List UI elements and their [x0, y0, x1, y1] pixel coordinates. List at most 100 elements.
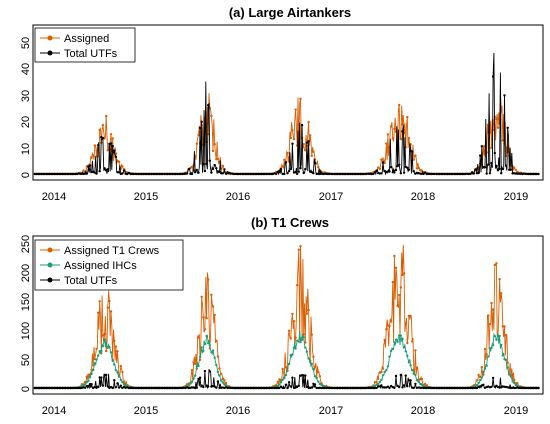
data-point	[75, 386, 79, 390]
data-point	[216, 157, 220, 161]
data-point	[286, 369, 289, 372]
data-point	[276, 380, 279, 383]
data-point	[92, 154, 95, 157]
data-point	[111, 386, 114, 390]
data-point	[513, 378, 516, 382]
pa-series-line-1	[34, 52, 540, 176]
data-point	[297, 248, 300, 251]
data-point	[509, 168, 513, 171]
data-point	[195, 386, 198, 389]
data-point	[305, 312, 309, 315]
data-point	[90, 372, 93, 376]
data-point	[116, 382, 119, 385]
panel-a-frame	[32, 24, 544, 181]
data-point	[223, 379, 226, 382]
data-point	[197, 336, 200, 339]
pb-series-markers-1	[33, 334, 540, 390]
data-point	[207, 278, 210, 281]
data-point	[109, 310, 113, 313]
data-point	[177, 172, 181, 176]
data-point	[109, 351, 113, 354]
data-point	[388, 386, 391, 390]
data-point	[433, 172, 436, 176]
data-point	[389, 320, 393, 323]
data-point	[490, 385, 493, 388]
data-point	[381, 161, 385, 164]
data-point	[111, 144, 114, 148]
data-point	[493, 334, 496, 338]
data-point	[283, 376, 286, 380]
data-point	[122, 169, 126, 172]
data-point	[213, 143, 216, 146]
data-point	[286, 151, 289, 155]
data-point	[211, 149, 215, 153]
data-point	[87, 384, 90, 388]
legend-label-assigned: Assigned	[64, 33, 109, 45]
data-point	[380, 378, 383, 381]
data-point	[495, 117, 498, 120]
data-point	[310, 362, 313, 366]
data-point	[404, 350, 407, 353]
data-point	[399, 334, 402, 337]
data-point	[205, 316, 208, 320]
data-point	[237, 386, 241, 390]
data-point	[501, 139, 504, 142]
data-point	[113, 363, 116, 366]
data-point	[401, 123, 404, 126]
data-point	[406, 115, 409, 119]
data-point	[406, 385, 409, 388]
data-point	[305, 385, 309, 388]
data-point	[100, 376, 103, 379]
panel-b-frame	[32, 235, 544, 395]
data-point	[92, 368, 95, 372]
panel-b-y-ticks: 0 50 100 150 200 250	[20, 235, 32, 392]
data-point	[135, 386, 139, 390]
data-point	[279, 167, 283, 171]
data-point	[85, 375, 89, 378]
data-point	[161, 172, 164, 176]
data-point	[490, 301, 493, 305]
data-point	[202, 349, 205, 353]
panel-a-ytick-20: 20	[20, 116, 32, 128]
data-point	[292, 320, 296, 323]
data-point	[516, 382, 519, 385]
data-point	[101, 123, 105, 127]
data-point	[425, 384, 428, 387]
data-point	[503, 325, 506, 328]
data-point	[90, 383, 93, 386]
data-point	[106, 168, 110, 171]
data-point	[287, 381, 291, 384]
data-point	[422, 172, 425, 176]
data-point	[127, 386, 130, 390]
data-point	[88, 164, 92, 167]
panel-a-xtick-2019: 2019	[504, 191, 528, 203]
data-point	[213, 163, 216, 167]
data-point	[135, 172, 139, 176]
data-point	[143, 172, 147, 176]
data-point	[95, 347, 98, 351]
data-point	[33, 172, 37, 176]
panel-a-ytick-40: 40	[20, 63, 32, 75]
data-point	[407, 379, 411, 382]
data-point	[399, 172, 402, 175]
data-point	[200, 384, 203, 387]
data-point	[219, 172, 223, 175]
data-point	[109, 133, 113, 136]
data-point	[309, 134, 312, 137]
data-point	[117, 171, 121, 174]
panel-a-xtick-2014: 2014	[42, 191, 66, 203]
legend-label-t1: Assigned T1 Crews	[64, 245, 160, 257]
data-point	[347, 386, 351, 390]
data-point	[49, 172, 53, 176]
data-point	[111, 137, 114, 140]
data-point	[517, 386, 521, 390]
panel-b-xtick-2014: 2014	[42, 405, 66, 417]
data-point	[480, 366, 483, 369]
data-point	[286, 172, 289, 175]
data-point	[216, 370, 220, 374]
panel-b-xtick-2017: 2017	[319, 405, 343, 417]
data-point	[302, 171, 305, 175]
data-point	[355, 386, 359, 390]
data-point	[304, 149, 307, 152]
